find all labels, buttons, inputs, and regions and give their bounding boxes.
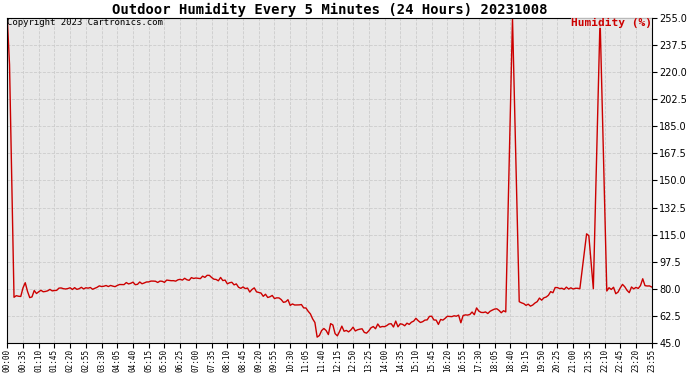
Title: Outdoor Humidity Every 5 Minutes (24 Hours) 20231008: Outdoor Humidity Every 5 Minutes (24 Hou… bbox=[112, 3, 547, 17]
Text: Copyright 2023 Cartronics.com: Copyright 2023 Cartronics.com bbox=[8, 18, 163, 27]
Text: Humidity (%): Humidity (%) bbox=[571, 18, 652, 28]
